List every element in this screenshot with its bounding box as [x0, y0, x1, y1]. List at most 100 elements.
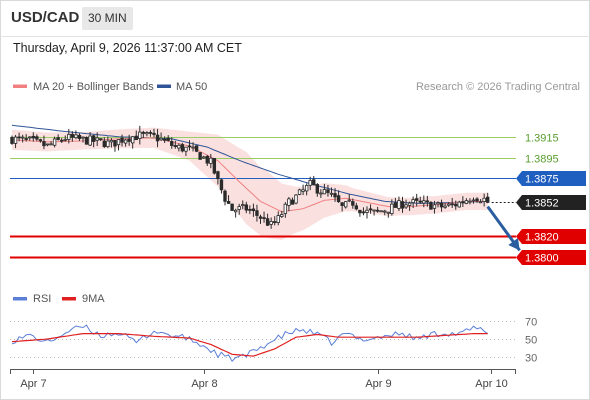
- candle: [471, 197, 476, 204]
- candle-up-body: [379, 210, 383, 213]
- candle: [148, 130, 153, 137]
- candle: [187, 140, 192, 151]
- rsi-line: [11, 324, 488, 363]
- candle: [130, 136, 135, 149]
- rsi-legend-label: RSI: [33, 293, 51, 305]
- candle-down-body: [393, 202, 398, 208]
- candle: [329, 187, 334, 197]
- candle: [347, 194, 351, 203]
- candle-up-body: [304, 185, 309, 192]
- candle: [226, 195, 231, 204]
- candle-down-body: [84, 136, 89, 145]
- candle: [127, 134, 131, 146]
- candle: [173, 140, 177, 149]
- candle: [24, 134, 28, 142]
- candle-up-body: [322, 189, 327, 195]
- candle-down-body: [265, 218, 270, 226]
- level-badge-label: 1.3820: [525, 232, 559, 244]
- level-badge-1-3800: 1.3800: [516, 250, 586, 265]
- level-badge-label: 1.3875: [525, 174, 559, 186]
- candle-up-body: [63, 138, 67, 141]
- candle: [162, 136, 167, 144]
- candle-down-body: [485, 196, 490, 203]
- candle: [379, 210, 383, 213]
- timeframe-badge[interactable]: 30 MIN: [82, 7, 133, 30]
- candle-up-body: [209, 157, 213, 164]
- candle-up-body: [297, 189, 302, 195]
- candle: [191, 142, 195, 152]
- candle: [280, 210, 284, 219]
- chart-header: USD/CAD 30 MIN: [0, 0, 590, 36]
- rsi-grid: 70 50 30: [10, 317, 537, 365]
- candle: [343, 201, 348, 209]
- candle: [28, 136, 32, 141]
- candle-up-body: [478, 201, 483, 204]
- candle: [31, 132, 35, 142]
- candle: [439, 199, 444, 212]
- candle-down-body: [99, 138, 103, 141]
- level-badge-box: [516, 195, 586, 210]
- candle-down-body: [358, 209, 362, 214]
- candle: [418, 196, 422, 205]
- candle: [212, 158, 217, 175]
- candle-up-body: [432, 204, 437, 209]
- candle-up-body: [329, 192, 334, 195]
- candle: [116, 139, 121, 151]
- rsi-legend-swatch: [13, 297, 27, 301]
- candle-up-body: [471, 199, 476, 202]
- candle: [393, 197, 398, 208]
- candle-down-body: [340, 202, 344, 206]
- candle: [258, 214, 263, 224]
- candle-down-body: [24, 138, 28, 140]
- candle: [91, 134, 96, 148]
- candle-down-body: [127, 138, 131, 142]
- ma9-legend-swatch: [62, 297, 76, 301]
- candle: [336, 190, 341, 203]
- candle: [120, 134, 124, 147]
- candle: [42, 135, 46, 150]
- candle-down-body: [38, 139, 43, 142]
- candle-up-body: [308, 180, 312, 186]
- candle: [99, 138, 103, 142]
- candle: [361, 207, 366, 216]
- research-credit: Research © 2026 Trading Central: [416, 81, 580, 93]
- candle: [113, 140, 117, 152]
- candle: [478, 199, 483, 204]
- candle-up-body: [177, 144, 181, 149]
- candle: [223, 189, 227, 206]
- candle-down-body: [290, 199, 295, 205]
- candle-down-body: [148, 132, 153, 134]
- candle-up-body: [301, 189, 305, 192]
- candle-up-body: [191, 146, 195, 149]
- candle-up-body: [287, 198, 291, 206]
- candle-up-body: [343, 201, 348, 208]
- candle-down-body: [336, 195, 341, 203]
- candle-down-body: [77, 134, 82, 140]
- time-tick-label: Apr 7: [20, 378, 46, 390]
- candle: [358, 209, 362, 217]
- candle: [102, 137, 106, 149]
- candle-down-body: [170, 141, 174, 146]
- candle: [485, 192, 490, 204]
- candle: [368, 204, 373, 214]
- candle: [457, 200, 461, 208]
- candle-up-body: [390, 203, 394, 215]
- candle-up-body: [145, 132, 149, 135]
- candle-down-body: [180, 144, 185, 152]
- candle: [446, 202, 451, 207]
- candle-up-body: [422, 200, 426, 204]
- candle: [63, 135, 67, 142]
- candle-up-body: [383, 210, 387, 213]
- candle-down-body: [216, 171, 220, 180]
- candle-down-body: [102, 140, 106, 147]
- candle: [60, 137, 64, 143]
- candle-up-body: [294, 194, 298, 204]
- rsi-ma9-line: [11, 333, 488, 357]
- candle-up-body: [347, 199, 351, 202]
- candle-down-body: [425, 200, 430, 203]
- time-tick-label: Apr 8: [191, 378, 217, 390]
- candle: [198, 151, 202, 160]
- ma50-legend-label: MA 50: [176, 81, 207, 93]
- level-label-1-3915: 1.3915: [525, 133, 559, 145]
- candle-up-body: [116, 139, 121, 146]
